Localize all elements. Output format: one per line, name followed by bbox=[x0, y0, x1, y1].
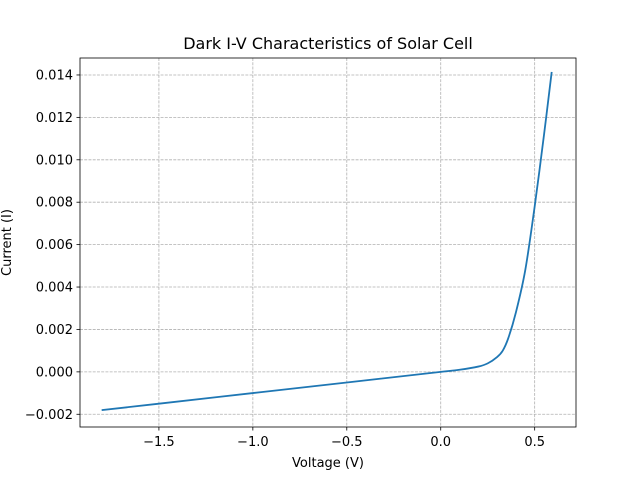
series-layer bbox=[101, 71, 553, 412]
y-tick-label: 0.014 bbox=[36, 68, 73, 83]
y-tick-label: 0.006 bbox=[36, 238, 73, 253]
y-axis-label: Current (I) bbox=[0, 209, 15, 276]
y-tick-label: −0.002 bbox=[25, 408, 73, 423]
y-tick-label: 0.008 bbox=[36, 196, 73, 211]
x-tick-label: 0.5 bbox=[524, 435, 545, 450]
chart-title: Dark I-V Characteristics of Solar Cell bbox=[183, 34, 473, 53]
y-tick-label: 0.010 bbox=[36, 153, 73, 168]
y-tick-label: 0.000 bbox=[36, 365, 73, 380]
iv-curve-line bbox=[101, 71, 553, 412]
plot-frame bbox=[79, 57, 577, 428]
y-tick-label: 0.012 bbox=[36, 111, 73, 126]
x-axis-label: Voltage (V) bbox=[292, 456, 364, 471]
x-tick-label: −1.0 bbox=[237, 435, 269, 450]
x-tick-label: −0.5 bbox=[331, 435, 363, 450]
x-tick-label: −1.5 bbox=[143, 435, 175, 450]
y-tick-label: 0.002 bbox=[36, 323, 73, 338]
y-tick-label: 0.004 bbox=[36, 281, 73, 296]
grid bbox=[80, 58, 576, 427]
x-tick-label: 0.0 bbox=[430, 435, 451, 450]
axis-ticks: −1.5 −1.0 −0.5 0.0 0.5 −0.002 0.000 0.002 0.004 0… bbox=[25, 68, 545, 450]
